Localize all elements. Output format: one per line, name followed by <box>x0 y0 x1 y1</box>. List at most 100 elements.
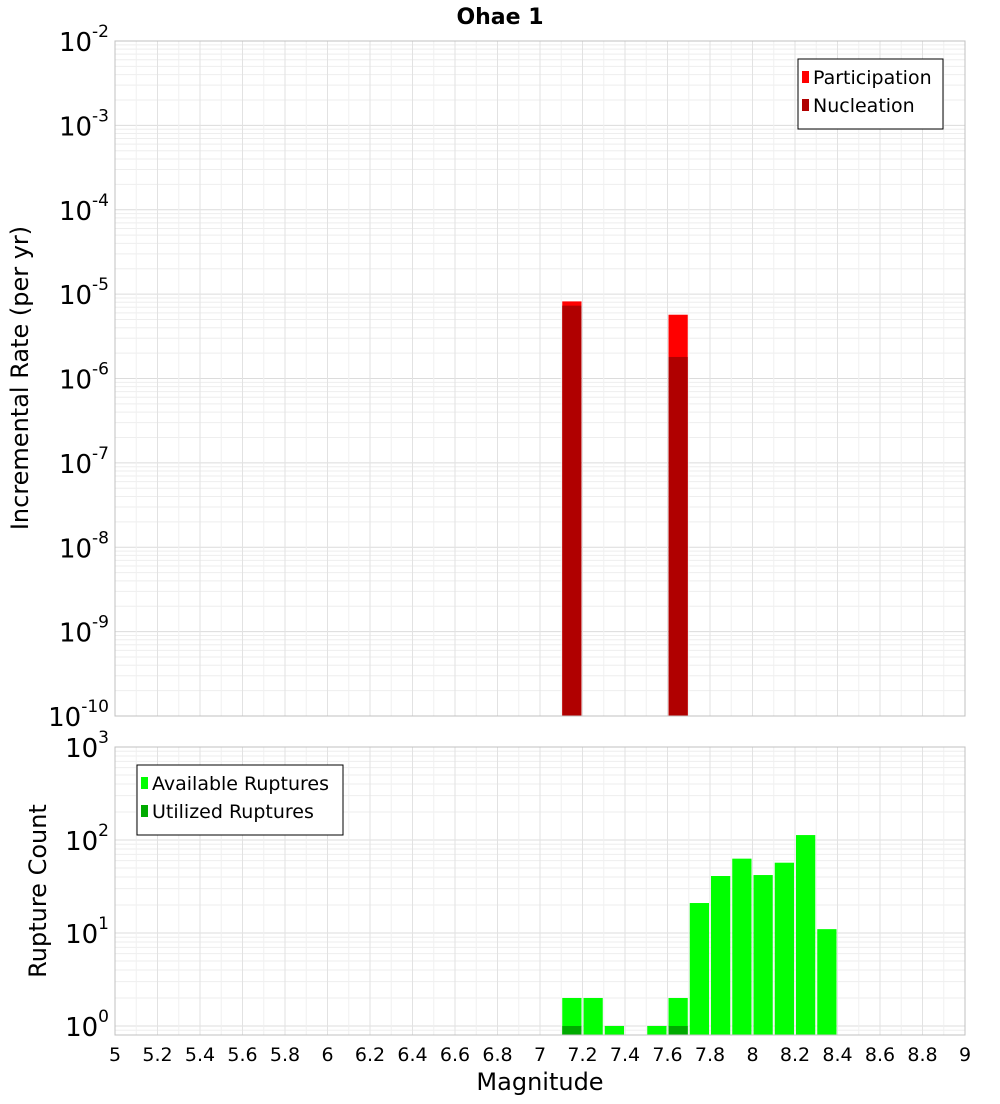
y-tick-base: 10 <box>59 112 92 142</box>
x-tick-label: 5.2 <box>142 1044 172 1066</box>
y-tick-label: 10-6 <box>59 360 109 396</box>
y-tick-label: 10-10 <box>48 697 109 733</box>
bar <box>668 997 688 1035</box>
x-tick-label: 5.8 <box>270 1044 300 1066</box>
legend-box <box>136 764 344 836</box>
plot-frame <box>114 746 966 1036</box>
y-tick-exponent: -8 <box>92 528 109 548</box>
y-tick-label: 102 <box>65 821 109 857</box>
x-tick-label: 6.4 <box>397 1044 427 1066</box>
x-tick-label: 5.4 <box>185 1044 215 1066</box>
legend-box <box>797 58 944 130</box>
x-tick-label: 8.6 <box>865 1044 895 1066</box>
bar <box>689 903 709 1035</box>
bar <box>774 862 794 1035</box>
top-y-axis-label: Incremental Rate (per yr) <box>6 226 34 530</box>
bar <box>668 356 688 716</box>
legend-swatch <box>141 805 148 817</box>
legend: Participation Nucleation <box>797 58 944 130</box>
series-nucleation <box>562 305 688 716</box>
legend-label: Available Ruptures <box>152 773 329 795</box>
bar <box>817 929 837 1035</box>
x-tick-label: 5 <box>109 1044 121 1066</box>
x-tick-label: 6.6 <box>440 1044 470 1066</box>
bar <box>562 305 582 716</box>
y-tick-exponent: -4 <box>92 191 109 211</box>
bar <box>753 875 773 1035</box>
y-tick-label: 10-4 <box>59 191 109 227</box>
x-tick-label: 7.6 <box>652 1044 682 1066</box>
bar <box>711 876 731 1035</box>
x-tick-label: 5.6 <box>227 1044 257 1066</box>
y-tick-label: 10-5 <box>59 275 109 311</box>
x-tick-label: 7.2 <box>567 1044 597 1066</box>
y-tick-exponent: 1 <box>98 914 109 934</box>
legend-label: Utilized Ruptures <box>152 801 314 823</box>
y-tick-exponent: -6 <box>92 360 109 380</box>
legend-label: Participation <box>813 67 932 89</box>
bar <box>647 1025 667 1035</box>
y-tick-base: 10 <box>59 281 92 311</box>
y-tick-exponent: -7 <box>92 444 109 464</box>
bar <box>604 1025 624 1035</box>
bar <box>562 1025 582 1035</box>
bar <box>732 858 752 1035</box>
x-tick-label: 7 <box>534 1044 546 1066</box>
legend-swatch <box>802 99 809 111</box>
legend: Available Ruptures Utilized Ruptures <box>136 764 344 836</box>
bottom-y-axis-label: Rupture Count <box>24 804 52 978</box>
bar <box>796 835 816 1035</box>
y-tick-base: 10 <box>59 450 92 480</box>
legend-label: Nucleation <box>813 95 915 117</box>
y-tick-base: 10 <box>65 827 98 857</box>
x-tick-label: 6 <box>321 1044 333 1066</box>
y-tick-exponent: 3 <box>98 728 109 748</box>
y-tick-exponent: -9 <box>92 613 109 633</box>
y-tick-label: 10-2 <box>59 22 109 58</box>
y-tick-label: 10-3 <box>59 106 109 142</box>
y-tick-label: 100 <box>65 1007 109 1043</box>
y-tick-exponent: -2 <box>92 22 109 42</box>
chart-title: Ohae 1 <box>456 5 543 30</box>
legend-swatch <box>802 71 809 83</box>
series-utilized-ruptures <box>562 1025 688 1035</box>
plot-frame <box>114 40 966 717</box>
y-tick-exponent: 0 <box>98 1007 109 1027</box>
y-tick-base: 10 <box>65 920 98 950</box>
y-tick-exponent: -3 <box>92 106 109 126</box>
gridlines <box>115 41 965 716</box>
y-tick-exponent: -5 <box>92 275 109 295</box>
x-tick-label: 6.2 <box>355 1044 385 1066</box>
bar <box>668 1025 688 1035</box>
y-tick-label: 101 <box>65 914 109 950</box>
y-tick-base: 10 <box>65 734 98 764</box>
x-tick-label: 8.2 <box>780 1044 810 1066</box>
y-tick-label: 10-9 <box>59 613 109 649</box>
y-tick-base: 10 <box>48 703 81 733</box>
y-tick-base: 10 <box>59 28 92 58</box>
x-axis-label: Magnitude <box>476 1068 603 1096</box>
bar <box>583 997 603 1035</box>
y-tick-exponent: 2 <box>98 821 109 841</box>
x-tick-labels: 5 5.2 5.4 5.6 5.8 6 6.2 6.4 6.6 6.8 7 7.2 7.4 7.6 7.8 8… <box>109 1044 971 1066</box>
y-tick-labels: 10-210-310-410-510-610-710-810-910-10 <box>48 22 109 733</box>
y-tick-base: 10 <box>59 619 92 649</box>
legend-swatch <box>141 777 148 789</box>
y-tick-label: 10-8 <box>59 528 109 564</box>
x-tick-label: 9 <box>959 1044 971 1066</box>
participation-nucleation-plot: 10-210-310-410-510-610-710-810-910-10Par… <box>48 22 966 733</box>
x-tick-label: 8.4 <box>822 1044 852 1066</box>
bar <box>562 997 582 1035</box>
y-tick-base: 10 <box>59 366 92 396</box>
x-tick-label: 7.4 <box>610 1044 640 1066</box>
x-tick-label: 8 <box>746 1044 758 1066</box>
y-tick-label: 10-7 <box>59 444 109 480</box>
series-available-ruptures <box>562 835 837 1035</box>
x-tick-label: 6.8 <box>482 1044 512 1066</box>
y-tick-label: 103 <box>65 728 109 764</box>
y-tick-base: 10 <box>59 534 92 564</box>
